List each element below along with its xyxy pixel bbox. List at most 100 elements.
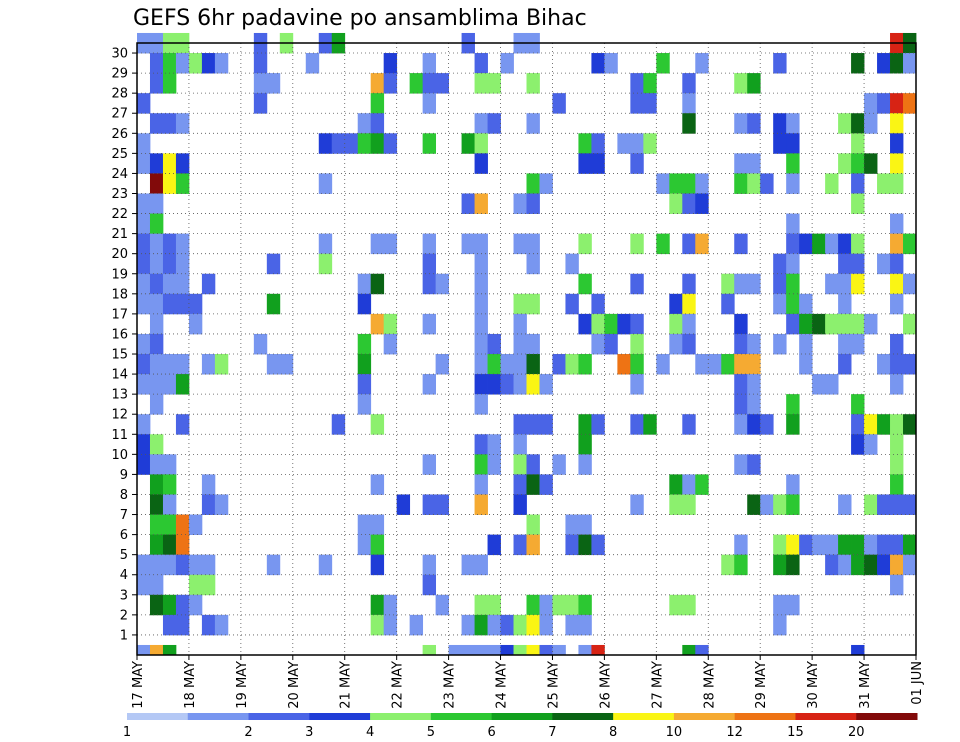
heatmap-cell <box>669 594 683 616</box>
heatmap-cell <box>851 534 865 556</box>
heatmap-cell <box>617 354 631 375</box>
heatmap-cell <box>890 293 904 315</box>
heatmap-cell <box>162 614 177 636</box>
heatmap-cell <box>760 173 774 194</box>
heatmap-cell <box>526 293 540 315</box>
heatmap-cell <box>149 73 164 94</box>
heatmap-cell <box>137 213 151 235</box>
heatmap-cell <box>747 494 761 515</box>
heatmap-cell <box>890 133 904 154</box>
heatmap-cell <box>565 253 579 275</box>
heatmap-cell <box>162 534 177 556</box>
heatmap-cell <box>591 333 605 355</box>
heatmap-cell <box>617 313 631 335</box>
heatmap-cell <box>214 354 229 375</box>
y-tick-label: 11 <box>111 428 128 443</box>
heatmap-cell <box>877 173 891 194</box>
heatmap-cell <box>838 233 852 255</box>
heatmap-cell <box>825 374 839 395</box>
heatmap-cell <box>747 273 761 295</box>
heatmap-cell <box>591 153 605 174</box>
heatmap-cell <box>487 354 501 375</box>
heatmap-cell <box>864 113 878 134</box>
heatmap-cell <box>786 173 800 194</box>
heatmap-cell <box>734 113 748 134</box>
heatmap-cell <box>175 414 190 435</box>
heatmap-cell <box>708 354 722 375</box>
heatmap-cell <box>773 53 787 74</box>
heatmap-cell <box>500 374 514 395</box>
heatmap-cell <box>630 273 644 295</box>
heatmap-cell <box>253 333 268 355</box>
heatmap-cell <box>487 434 501 455</box>
heatmap-cell <box>877 53 891 74</box>
x-tick-label: 27 MAY <box>650 661 665 709</box>
heatmap-cell <box>513 233 527 255</box>
colorbar-swatch <box>370 713 432 720</box>
heatmap-cell <box>188 574 203 596</box>
heatmap-cell <box>799 534 813 556</box>
heatmap-cell <box>526 594 540 616</box>
heatmap-cell <box>162 474 177 495</box>
heatmap-cell <box>669 293 683 315</box>
heatmap-cell <box>448 644 462 656</box>
x-tick-label: 20 MAY <box>287 661 302 709</box>
heatmap-cell <box>513 354 527 375</box>
heatmap-cell <box>318 233 333 255</box>
heatmap-cell <box>526 253 540 275</box>
x-tick-label: 31 MAY <box>858 661 873 709</box>
heatmap-cell <box>526 644 540 656</box>
heatmap-cell <box>851 53 865 74</box>
heatmap-cell <box>383 313 398 335</box>
y-tick-label: 3 <box>120 588 128 603</box>
heatmap-cell <box>682 333 696 355</box>
heatmap-cell <box>877 414 891 435</box>
heatmap-cell <box>643 93 657 114</box>
heatmap-cell <box>565 594 579 616</box>
heatmap-cell <box>526 474 540 495</box>
heatmap-cell <box>890 554 904 576</box>
heatmap-cell <box>188 514 203 536</box>
heatmap-cell <box>162 494 177 515</box>
heatmap-cell <box>357 394 372 415</box>
heatmap-cell <box>643 133 657 154</box>
heatmap-cell <box>526 173 540 194</box>
heatmap-cell <box>318 133 333 154</box>
heatmap-cell <box>786 414 800 435</box>
heatmap-cell <box>201 53 216 74</box>
heatmap-cell <box>344 133 359 154</box>
heatmap-cell <box>578 133 592 154</box>
heatmap-cell <box>786 213 800 235</box>
colorbar-swatch <box>248 713 310 720</box>
heatmap-cell <box>513 534 527 556</box>
heatmap-cell <box>669 333 683 355</box>
heatmap-cell <box>864 93 878 114</box>
heatmap-cell <box>838 333 852 355</box>
heatmap-cell <box>149 494 164 515</box>
heatmap-cell <box>890 494 904 515</box>
heatmap-cell <box>630 333 644 355</box>
heatmap-cell <box>357 293 372 315</box>
heatmap-cell <box>695 354 709 375</box>
heatmap-cell <box>903 313 917 335</box>
heatmap-cell <box>734 313 748 335</box>
heatmap-cell <box>266 253 281 275</box>
heatmap-cell <box>630 73 644 94</box>
heatmap-cell <box>149 574 164 596</box>
heatmap-cell <box>591 414 605 435</box>
y-tick-label: 6 <box>120 528 128 543</box>
heatmap-cell <box>137 233 151 255</box>
heatmap-cell <box>487 454 501 475</box>
heatmap-cell <box>370 534 385 556</box>
heatmap-cell <box>552 93 566 114</box>
heatmap-cell <box>266 73 281 94</box>
colorbar-label: 1 <box>123 725 131 740</box>
heatmap-cell <box>149 333 164 355</box>
heatmap-cell <box>435 73 449 94</box>
heatmap-cell <box>786 253 800 275</box>
heatmap-cell <box>396 494 411 515</box>
heatmap-cell <box>474 53 488 74</box>
heatmap-cell <box>357 113 372 134</box>
heatmap-cell <box>578 354 592 375</box>
heatmap-cell <box>786 293 800 315</box>
